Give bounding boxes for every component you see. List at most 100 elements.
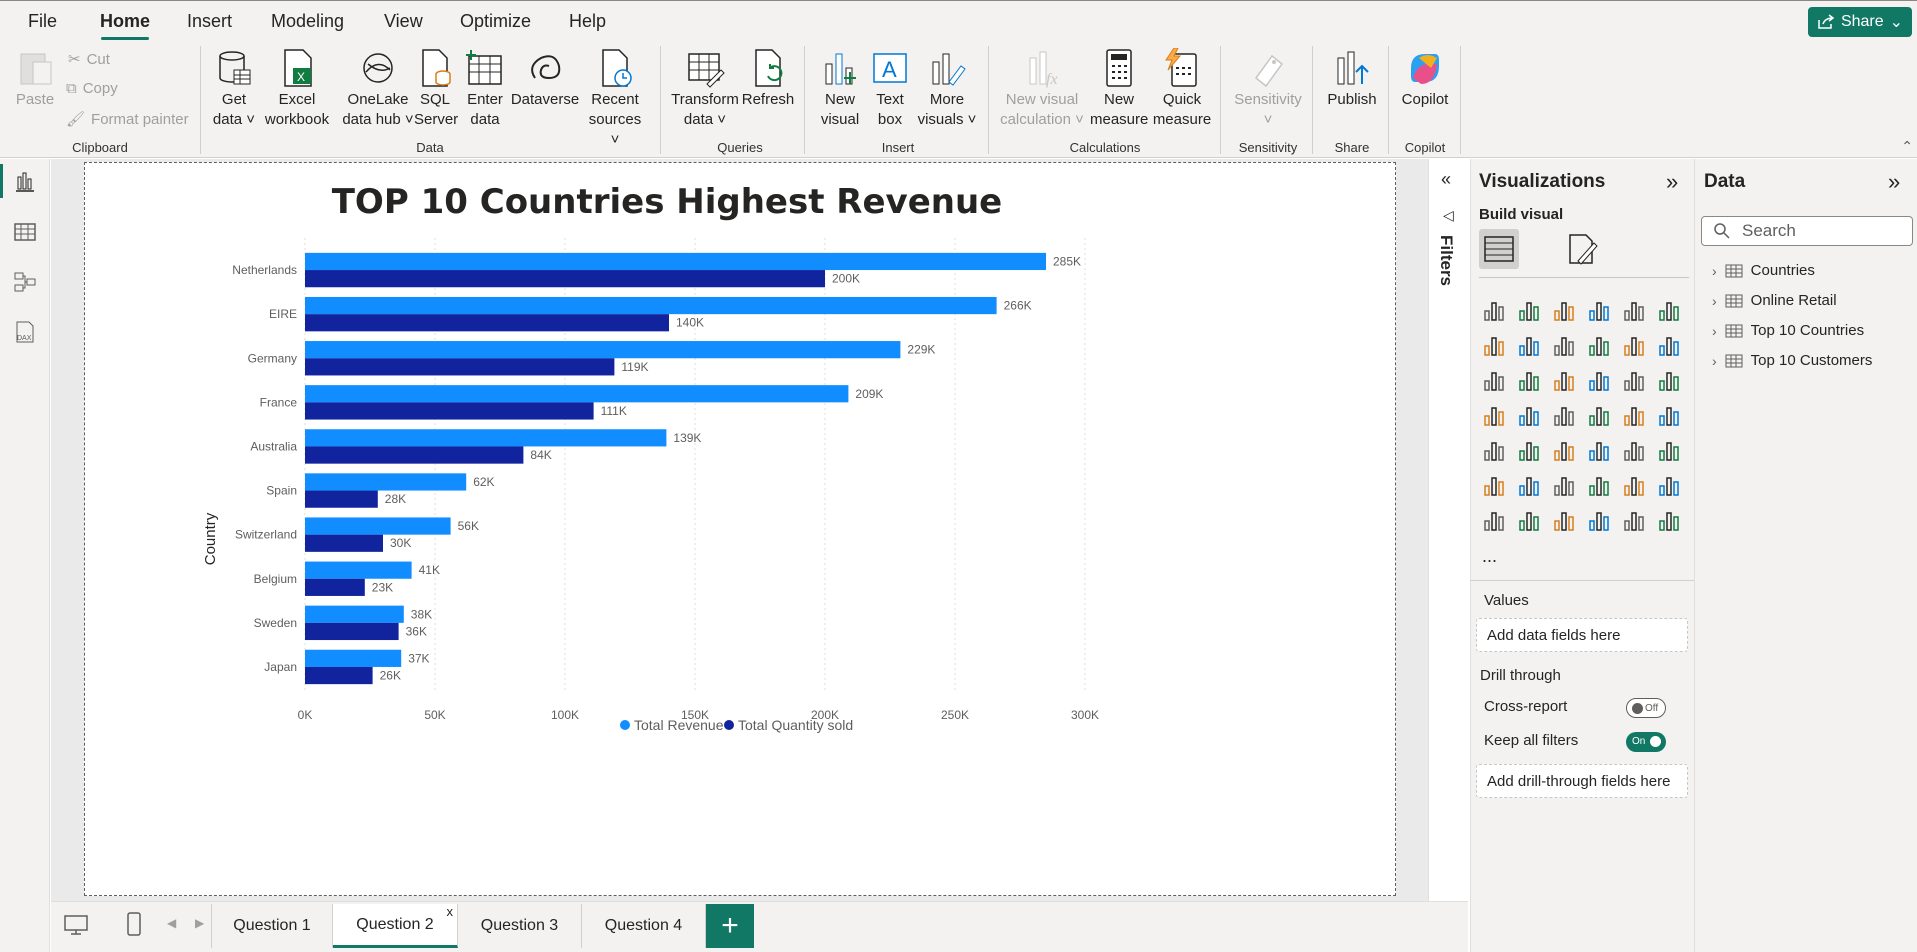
collapse-ribbon-icon[interactable]: ⌃	[1901, 138, 1913, 154]
values-well[interactable]: Add data fields here	[1476, 618, 1688, 652]
key-influencers-icon[interactable]	[1517, 472, 1543, 498]
qa-icon[interactable]	[1587, 472, 1613, 498]
table-item[interactable]: › Online Retail	[1712, 292, 1837, 309]
donut-icon[interactable]	[1657, 367, 1683, 393]
bar-total-revenue[interactable]	[305, 517, 451, 535]
treemap-icon[interactable]	[1482, 402, 1508, 428]
text-box-button[interactable]: A Text box	[868, 48, 912, 130]
bar-total-revenue[interactable]	[305, 341, 901, 359]
collapse-data-pane-icon[interactable]: »	[1888, 169, 1901, 194]
collapse-visualizations-icon[interactable]: »	[1666, 169, 1679, 194]
chevron-right-icon[interactable]: ›	[1712, 322, 1717, 339]
more-visuals-button[interactable]: More visuals ˅	[916, 48, 978, 130]
scroll-right-icon[interactable]: ▶	[195, 916, 205, 930]
power-automate-icon[interactable]	[1622, 507, 1648, 533]
waterfall-icon[interactable]	[1482, 367, 1508, 393]
page-tab-question-1[interactable]: Question 1	[211, 904, 333, 948]
table-item[interactable]: › Countries	[1712, 262, 1815, 279]
format-visual-tab[interactable]	[1564, 231, 1600, 267]
quick-measure-button[interactable]: Quick measure	[1150, 48, 1214, 130]
stacked-bar-icon[interactable]	[1482, 297, 1508, 323]
page-tab-question-3[interactable]: Question 3	[458, 904, 582, 948]
line-column-icon[interactable]	[1622, 332, 1648, 358]
get-data-button[interactable]: Get data ˅	[210, 48, 258, 130]
line-clustered-icon[interactable]	[1657, 332, 1683, 358]
table-item[interactable]: › Top 10 Countries	[1712, 322, 1864, 339]
card-new-icon[interactable]	[1517, 507, 1543, 533]
table-icon[interactable]	[1587, 437, 1613, 463]
bar-total-revenue[interactable]	[305, 252, 1046, 271]
menu-optimize[interactable]: Optimize	[460, 11, 532, 31]
bar-total-quantity[interactable]	[305, 578, 365, 596]
close-page-icon[interactable]: x	[446, 904, 454, 919]
filled-map-icon[interactable]	[1552, 402, 1578, 428]
dataverse-button[interactable]: Dataverse	[510, 48, 580, 110]
desktop-layout-icon[interactable]	[63, 914, 89, 936]
bar-total-quantity[interactable]	[305, 358, 615, 376]
bar-total-quantity[interactable]	[305, 314, 669, 332]
excel-workbook-button[interactable]: X Excel workbook	[262, 48, 332, 130]
more-icon[interactable]	[1657, 507, 1683, 533]
area-icon[interactable]	[1517, 332, 1543, 358]
publish-button[interactable]: Publish	[1320, 48, 1384, 110]
menu-file[interactable]: File	[28, 11, 58, 31]
bar-total-revenue[interactable]	[305, 385, 849, 403]
transform-data-button[interactable]: Transform data ˅	[670, 48, 740, 130]
goals-icon[interactable]	[1657, 472, 1683, 498]
page-tab-question-4[interactable]: Question 4	[582, 904, 706, 948]
slicer-new-icon[interactable]	[1552, 507, 1578, 533]
bar-total-revenue[interactable]	[305, 561, 412, 579]
chevron-right-icon[interactable]: ›	[1712, 292, 1717, 309]
bar-total-quantity[interactable]	[305, 402, 594, 420]
bar-total-revenue[interactable]	[305, 429, 667, 447]
model-view-icon[interactable]	[12, 269, 38, 295]
bar-total-quantity[interactable]	[305, 534, 383, 552]
azure-map-icon[interactable]	[1587, 402, 1613, 428]
clustered-bar-chart[interactable]: TOP 10 Countries Highest Revenue 285K 200…	[85, 163, 1395, 895]
expand-filters-icon[interactable]: «	[1441, 169, 1452, 189]
stacked-column-icon[interactable]	[1517, 297, 1543, 323]
mobile-layout-icon[interactable]	[125, 911, 143, 937]
bar-total-quantity[interactable]	[305, 666, 373, 685]
format-painter-button[interactable]: 🖌 Format painter	[66, 110, 189, 129]
table-view-icon[interactable]	[12, 219, 38, 245]
cut-button[interactable]: ✂ Cut	[68, 50, 110, 69]
menu-insert[interactable]: Insert	[187, 11, 233, 31]
menu-view[interactable]: View	[384, 11, 423, 31]
new-visual-calculation-button[interactable]: fx New visual calculation ˅	[998, 48, 1086, 130]
python-visual-icon[interactable]	[1482, 472, 1508, 498]
table-item[interactable]: › Top 10 Customers	[1712, 352, 1872, 369]
chart-legend[interactable]: Total Revenue Total Quantity sold	[620, 717, 853, 733]
100-bar-icon[interactable]	[1622, 297, 1648, 323]
scatter-icon[interactable]	[1587, 367, 1613, 393]
filters-label[interactable]: Filters	[1437, 235, 1456, 287]
matrix-icon[interactable]	[1622, 437, 1648, 463]
build-visual-tab[interactable]	[1479, 229, 1519, 269]
menu-modeling[interactable]: Modeling	[271, 11, 345, 31]
add-page-button[interactable]: +	[706, 904, 754, 948]
ribbon-icon[interactable]	[1587, 332, 1613, 358]
scroll-left-icon[interactable]: ◀	[167, 916, 177, 930]
sql-server-button[interactable]: SQL Server	[414, 48, 458, 130]
filters-pane-collapsed[interactable]: « ◁	[1428, 159, 1470, 901]
drill-through-well[interactable]: Add drill-through fields here	[1476, 764, 1688, 798]
page-tab-question-2[interactable]: Question 2 x	[333, 904, 458, 948]
bar-total-revenue[interactable]	[305, 296, 997, 315]
funnel-icon[interactable]	[1552, 367, 1578, 393]
bar-total-revenue[interactable]	[305, 473, 467, 491]
card-icon[interactable]	[1657, 402, 1683, 428]
100-column-icon[interactable]	[1657, 297, 1683, 323]
new-measure-button[interactable]: New measure	[1090, 48, 1148, 130]
share-button[interactable]: Share ⌄	[1808, 7, 1912, 37]
r-visual-icon[interactable]	[1657, 437, 1683, 463]
chevron-right-icon[interactable]: ›	[1712, 352, 1717, 369]
slicer-icon[interactable]	[1552, 437, 1578, 463]
chevron-right-icon[interactable]: ›	[1712, 262, 1717, 279]
clustered-column-icon[interactable]	[1587, 297, 1613, 323]
paginated-report-icon[interactable]	[1482, 507, 1508, 533]
data-search-input[interactable]: Search	[1701, 216, 1913, 246]
power-apps-icon[interactable]	[1587, 507, 1613, 533]
line-icon[interactable]	[1482, 332, 1508, 358]
more-visuals-ellipsis[interactable]: ...	[1482, 546, 1498, 566]
gauge-icon[interactable]	[1622, 402, 1648, 428]
